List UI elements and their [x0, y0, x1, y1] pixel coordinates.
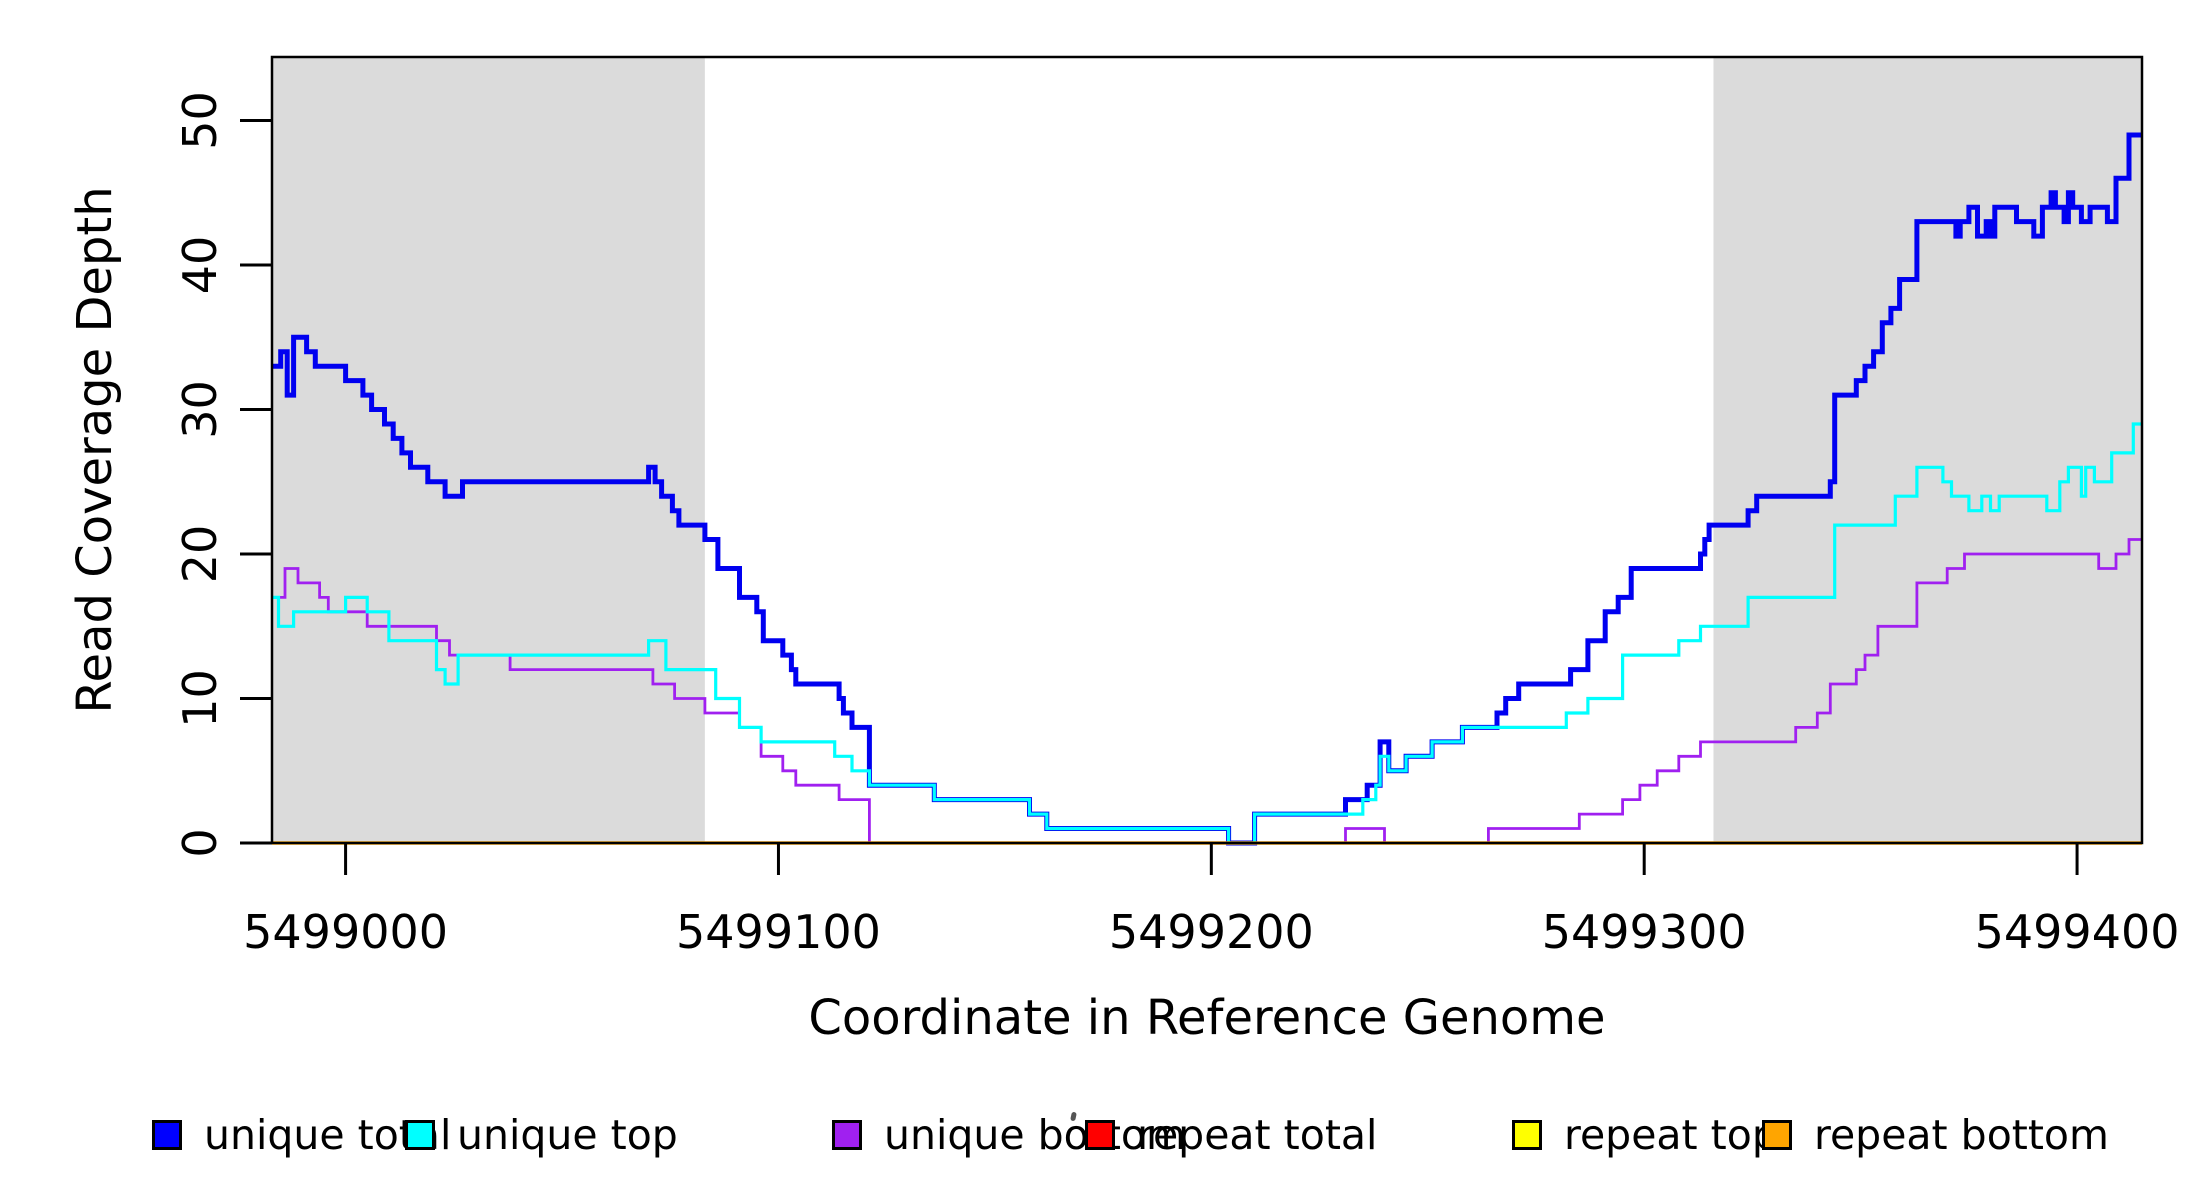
- series-unique-top: [272, 422, 2142, 845]
- x-tick-label: 5499000: [243, 905, 448, 959]
- legend-swatch: [405, 1120, 435, 1150]
- y-tick-label: 50: [173, 91, 227, 150]
- legend-swatch: [832, 1120, 862, 1150]
- x-axis-title: Coordinate in Reference Genome: [808, 990, 1606, 1046]
- y-tick-label: 30: [173, 380, 227, 439]
- legend-swatch: [152, 1120, 182, 1150]
- x-axis-ticks: 5499000 5499100 5499200 5499300 5499400: [243, 843, 2180, 959]
- legend-label: repeat bottom: [1814, 1111, 2109, 1159]
- legend-label: repeat total: [1137, 1111, 1378, 1159]
- y-tick-label: 10: [173, 669, 227, 728]
- legend-label: repeat top: [1564, 1111, 1778, 1159]
- legend-item-repeat-total: repeat total: [1085, 1111, 1378, 1159]
- x-tick-label: 5499300: [1542, 905, 1747, 959]
- shaded-region: [272, 58, 705, 842]
- plot-border: [270, 55, 2144, 845]
- legend-swatch: [1762, 1120, 1792, 1150]
- legend-swatch: [1512, 1120, 1542, 1150]
- y-tick-label: 0: [173, 828, 227, 857]
- legend-label: unique top: [457, 1111, 678, 1159]
- shaded-regions: [272, 58, 2142, 842]
- y-tick-label: 40: [173, 236, 227, 295]
- legend-swatch: [1085, 1120, 1115, 1150]
- x-tick-label: 5499400: [1975, 905, 2180, 959]
- y-axis-ticks: 0 10 20 30 40 50: [173, 91, 272, 858]
- legend-item-repeat-bottom: repeat bottom: [1762, 1111, 2109, 1159]
- x-tick-label: 5499200: [1109, 905, 1314, 959]
- x-tick-label: 5499100: [676, 905, 881, 959]
- y-axis-title: Read Coverage Depth: [67, 186, 123, 714]
- legend-item-unique-bottom: unique bottom: [832, 1111, 1186, 1159]
- legend-item-unique-top: unique top: [405, 1111, 678, 1159]
- legend-item-repeat-top: repeat top: [1512, 1111, 1778, 1159]
- legend-label: unique bottom: [884, 1111, 1186, 1159]
- y-tick-label: 20: [173, 525, 227, 584]
- shaded-region: [1713, 58, 2142, 842]
